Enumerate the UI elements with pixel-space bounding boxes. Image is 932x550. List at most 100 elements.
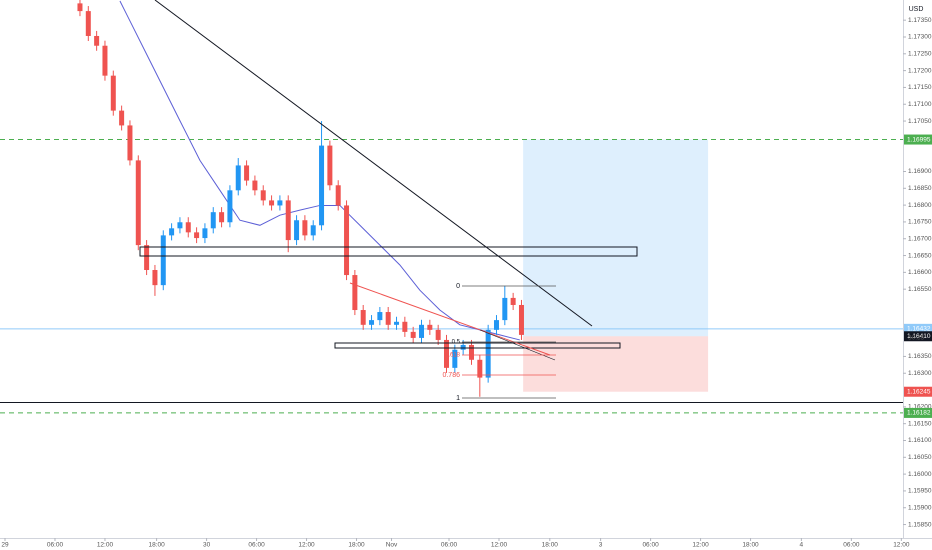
candle-body (119, 110, 125, 126)
y-tick-label: 1.16900 (908, 168, 932, 175)
x-tick-label: 30 (203, 542, 211, 549)
candle-body (227, 190, 233, 223)
y-tick-label: 1.17150 (908, 84, 932, 91)
y-tick-label: 1.16850 (908, 185, 932, 192)
x-tick-label: 06:00 (843, 542, 860, 549)
candle-body (377, 312, 383, 321)
fib-label: 0.786 (442, 372, 460, 379)
candle-body (152, 270, 158, 286)
candle-body (169, 228, 175, 236)
y-tick-label: 1.16100 (908, 437, 932, 444)
candle-body (127, 125, 133, 161)
x-tick-label: 06:00 (248, 542, 265, 549)
price-label: 1.16410 (907, 333, 931, 340)
candle-body (235, 165, 241, 191)
candle-body (102, 45, 108, 76)
y-tick-label: 1.16650 (908, 252, 932, 259)
y-tick-label: 1.17350 (908, 17, 932, 24)
fib-label: 0.5 (452, 340, 461, 346)
candle-body (219, 212, 225, 223)
y-tick-label: 1.16700 (908, 235, 932, 242)
profit-zone (523, 139, 709, 337)
candle-body (510, 297, 516, 305)
y-tick-label: 1.16050 (908, 454, 932, 461)
zone-box (139, 246, 638, 257)
candle-body (310, 225, 316, 236)
candle-body (327, 145, 333, 186)
x-tick-label: 4 (800, 542, 804, 549)
y-tick-label: 1.15950 (908, 488, 932, 495)
candle-body (144, 245, 150, 271)
candle-body (110, 75, 116, 111)
y-tick-label: 1.15850 (908, 521, 932, 528)
fib-label: 1 (456, 395, 460, 402)
y-tick-label: 1.16350 (908, 353, 932, 360)
y-tick-label: 1.15900 (908, 504, 932, 511)
x-tick-label: Nov (386, 542, 398, 549)
candle-body (477, 359, 483, 378)
candle-body (269, 200, 275, 206)
price-label-box (904, 323, 932, 334)
price-label-box (904, 407, 932, 418)
candle-body (252, 180, 258, 191)
y-tick-label: 1.16300 (908, 370, 932, 377)
x-tick-label: 18:00 (542, 542, 559, 549)
candle-body (344, 205, 350, 276)
axes: 1.15850 1.15900 1.15950 1.16000 1.16050 1.161… (1, 17, 931, 549)
candle-body (360, 310, 366, 325)
y-tick-label: 1.16600 (908, 269, 932, 276)
x-tick-label: 12:00 (97, 542, 114, 549)
x-tick-label: 18:00 (148, 542, 165, 549)
candle-body (352, 275, 358, 311)
trend-line (154, 0, 593, 327)
countdown: 30:35 (908, 335, 925, 342)
y-tick-label: 1.17100 (908, 101, 932, 108)
candle-body (427, 324, 433, 330)
x-tick-label: 12:00 (298, 542, 315, 549)
candle-body (277, 200, 283, 206)
candle-body (94, 35, 100, 46)
y-tick-label: 1.17250 (908, 51, 932, 58)
trend-line (349, 282, 551, 356)
candle-body (185, 222, 191, 233)
zone-box (334, 342, 621, 349)
x-tick-label: 3 (599, 542, 603, 549)
y-tick-label: 1.16800 (908, 202, 932, 209)
candle-body (260, 190, 266, 201)
currency-label: USD (909, 6, 924, 13)
candle-body (444, 339, 450, 368)
candle-body (385, 312, 391, 325)
candle-body (452, 349, 458, 368)
plot (0, 0, 903, 414)
x-tick-label: 29 (1, 542, 9, 549)
loss-zone (523, 336, 709, 392)
price-label-box (904, 386, 932, 397)
candle-body (518, 304, 524, 335)
y-tick-label: 1.16200 (908, 404, 932, 411)
fib-label: 0.618 (445, 353, 461, 359)
candle-body (160, 235, 166, 286)
x-tick-label: 18:00 (742, 542, 759, 549)
x-tick-label: 06:00 (47, 542, 64, 549)
candle-body (410, 331, 416, 338)
candle-body (244, 165, 250, 181)
candle-body (394, 321, 400, 325)
x-tick-label: 18:00 (348, 542, 365, 549)
x-tick-label: 06:00 (642, 542, 659, 549)
fib-label: 0 (456, 283, 460, 290)
candle-body (502, 297, 508, 321)
candle-body (302, 220, 308, 236)
y-tick-label: 1.17050 (908, 118, 932, 125)
candle-body (135, 160, 141, 246)
candle-body (460, 344, 466, 350)
y-tick-label: 1.16550 (908, 286, 932, 293)
candle-body (85, 11, 91, 36)
candle-body (493, 320, 499, 330)
x-tick-label: 12:00 (491, 542, 508, 549)
candle-body (77, 3, 83, 12)
candle-body (369, 320, 375, 325)
moving-average (119, 0, 520, 341)
price-label: 1.16182 (907, 410, 931, 417)
